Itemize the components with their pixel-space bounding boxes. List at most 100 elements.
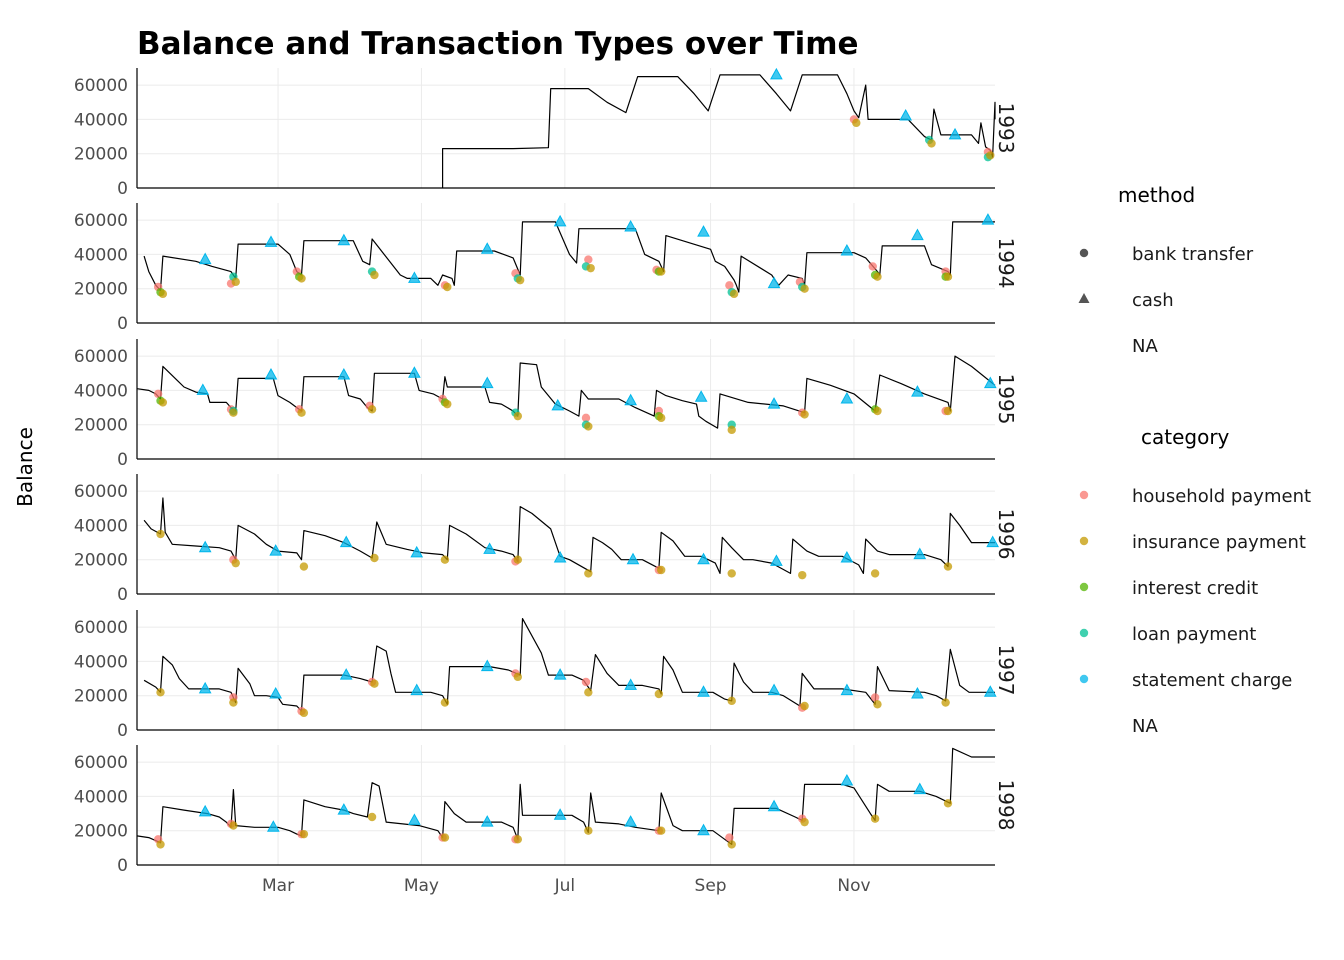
transaction-point-1994-6 [231,277,240,287]
transaction-point-1998-7 [299,829,309,839]
legend-key-method-0 [1079,248,1089,258]
transaction-point-1994-40 [873,272,882,281]
transaction-point-1994-3 [198,252,212,265]
transaction-point-1995-2 [158,398,168,407]
transaction-point-1998-12 [440,833,450,842]
transaction-point-1994-10 [297,274,306,283]
transaction-point-1995-24 [624,393,637,406]
transaction-point-1996-10 [483,542,496,554]
transaction-point-1994-20 [515,275,525,285]
transaction-point-1997-14 [513,672,523,682]
balance-line-1993 [442,74,996,188]
transaction-point-1997-25 [840,683,854,696]
transaction-point-1997-29 [941,698,950,707]
transaction-point-1997-17 [584,688,593,697]
transaction-point-1993-6 [948,127,962,140]
y-tick-label-1993-3: 60000 [74,76,128,96]
transaction-point-1998-20 [657,826,666,835]
transaction-point-1995-40 [983,376,997,389]
y-tick-label-1995-3: 60000 [74,347,128,367]
transaction-point-1996-12 [513,555,523,564]
legend-label-method-2: NA [1132,336,1158,357]
balance-line-1995 [136,355,996,429]
balance-line-1996 [143,497,995,575]
transaction-point-1995-12 [367,405,377,414]
transaction-point-1997-21 [727,696,736,706]
y-tick-label-1996-3: 60000 [74,482,128,502]
transaction-point-1996-17 [657,565,666,575]
facet-label-1996: 1996 [994,509,1018,560]
transaction-point-1994-7 [264,235,278,247]
legend-label-category-2: interest credit [1132,578,1258,599]
transaction-point-1996-6 [339,535,353,548]
balance-line-1997 [143,617,995,712]
transaction-point-1994-25 [624,219,637,232]
legend-title-category: category [1141,425,1230,449]
transaction-point-1994-38 [868,262,877,271]
transaction-point-1995-39 [943,406,953,416]
transaction-point-1998-9 [367,812,377,822]
transaction-point-1998-1 [156,840,165,849]
transaction-point-1996-4 [269,544,283,556]
legend-key-category-3 [1079,628,1089,638]
transaction-point-1997-18 [624,678,637,690]
transaction-point-1995-34 [840,391,854,404]
transaction-point-1998-22 [725,833,734,842]
legend-label-category-0: household payment [1132,486,1311,507]
transaction-point-1995-9 [297,408,306,417]
y-tick-label-1993-2: 40000 [74,110,128,130]
transaction-point-1998-2 [198,804,212,817]
legend-key-category-2 [1079,582,1089,592]
transaction-point-1995-28 [694,390,708,402]
transaction-point-1995-30 [727,425,736,435]
transaction-point-1994-21 [553,214,567,227]
transaction-point-1998-16 [553,808,567,820]
transaction-point-1996-24 [913,547,927,560]
transaction-point-1996-23 [870,569,880,578]
chart-title: Balance and Transaction Types over Time [137,26,859,62]
transaction-point-1998-28 [870,814,880,823]
y-tick-label-1997-0: 0 [117,721,128,741]
transaction-point-1997-0 [156,688,165,697]
y-tick-label-1995-0: 0 [117,450,128,470]
facet-label-1995: 1995 [994,374,1018,425]
transaction-point-1995-0 [153,389,163,399]
y-tick-label-1998-2: 40000 [74,787,128,807]
legend: method bank transfer cash NA category househo… [1078,183,1311,737]
transaction-point-1997-10 [410,683,424,696]
facet-panel-1996: 0 20000 40000 60000 1996 [74,474,1018,605]
transaction-point-1994-22 [584,255,593,264]
facet-panel-1995: 0 20000 40000 60000 1995 [74,339,1018,470]
facet-panel-1994: 0 20000 40000 60000 1994 [74,203,1018,334]
transaction-point-1997-28 [911,686,924,699]
transaction-point-1994-28 [657,267,666,276]
transaction-point-1997-6 [299,708,309,718]
transaction-point-1996-3 [231,558,240,568]
transaction-point-1996-26 [986,535,999,548]
legend-label-method-0: bank transfer [1132,244,1254,265]
facet-panels: 0 20000 40000 60000 1993 0 20000 40000 60000 1994… [74,67,1018,876]
transaction-point-1994-16 [443,282,452,292]
transaction-point-1993-5 [927,139,936,148]
transaction-point-1995-31 [767,397,781,409]
transaction-point-1998-23 [727,840,736,849]
y-tick-label-1998-3: 60000 [74,753,128,773]
transaction-point-1998-24 [767,799,781,812]
transaction-point-1994-2 [158,289,168,299]
transaction-point-1998-29 [913,782,927,795]
transaction-point-1998-8 [337,803,351,815]
transaction-point-1994-17 [480,242,494,254]
x-tick-label-2: Jul [554,876,576,896]
transaction-point-1995-6 [229,408,238,417]
transaction-point-1994-14 [408,271,421,283]
y-tick-label-1993-0: 0 [117,179,128,199]
transaction-point-1995-23 [584,422,593,431]
transaction-point-1994-13 [370,270,379,280]
transaction-point-1994-11 [337,233,351,246]
transaction-point-1995-21 [581,413,591,423]
transaction-point-1996-7 [370,553,379,563]
transaction-point-1995-16 [443,399,452,409]
transaction-point-1993-3 [899,108,913,121]
transaction-point-1998-4 [229,821,238,830]
